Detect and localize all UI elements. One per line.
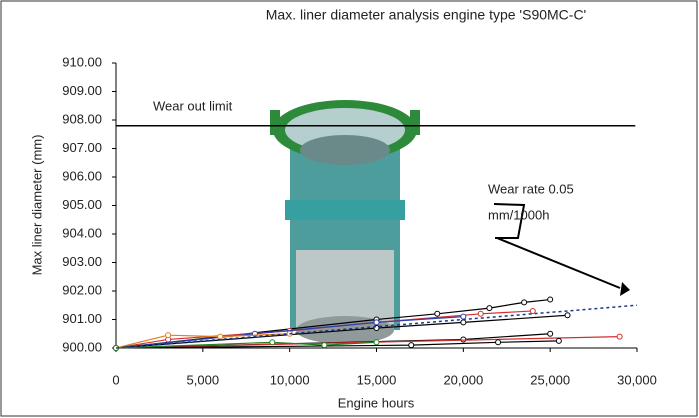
data-point bbox=[460, 313, 467, 320]
data-point bbox=[521, 299, 528, 306]
data-point bbox=[477, 310, 484, 317]
y-tick-label: 908.00 bbox=[62, 111, 102, 126]
data-point bbox=[217, 333, 224, 340]
y-tick-label: 905.00 bbox=[62, 197, 102, 212]
x-tick-label: 10,000 bbox=[270, 372, 310, 387]
wear-rate-label: mm/1000h bbox=[488, 207, 549, 222]
series-line bbox=[115, 316, 464, 349]
data-point bbox=[434, 310, 441, 317]
data-point bbox=[495, 339, 502, 346]
data-point bbox=[321, 342, 328, 349]
y-tick-label: 901.00 bbox=[62, 311, 102, 326]
x-tick-label: 0 bbox=[112, 372, 119, 387]
y-tick-label: 904.00 bbox=[62, 225, 102, 240]
data-point bbox=[547, 296, 554, 303]
wear-rate-label: Wear rate 0.05 bbox=[488, 181, 574, 196]
y-tick-label: 903.00 bbox=[62, 254, 102, 269]
x-tick-label: 25,000 bbox=[530, 372, 570, 387]
liner-illustration bbox=[270, 100, 420, 344]
y-tick-label: 907.00 bbox=[62, 140, 102, 155]
data-point bbox=[165, 332, 172, 339]
series-line bbox=[115, 298, 551, 349]
data-point bbox=[269, 339, 276, 346]
data-point bbox=[486, 305, 493, 312]
x-axis-title: Engine hours bbox=[338, 395, 415, 410]
data-point bbox=[373, 339, 380, 346]
data-point bbox=[616, 333, 623, 340]
data-point bbox=[564, 312, 571, 319]
data-point bbox=[373, 319, 380, 326]
series-line bbox=[115, 340, 559, 349]
x-tick-label: 15,000 bbox=[357, 372, 397, 387]
data-point bbox=[547, 330, 554, 337]
data-point bbox=[529, 307, 536, 314]
data-point bbox=[460, 336, 467, 343]
series-line bbox=[115, 333, 290, 349]
data-point bbox=[408, 342, 415, 349]
y-tick-label: 902.00 bbox=[62, 282, 102, 297]
x-tick-label: 5,000 bbox=[187, 372, 220, 387]
chart-title: Max. liner diameter analysis engine type… bbox=[266, 7, 586, 23]
data-point bbox=[555, 337, 562, 344]
y-tick-label: 906.00 bbox=[62, 168, 102, 183]
wear-out-limit-label: Wear out limit bbox=[153, 98, 233, 113]
series-line bbox=[115, 341, 377, 349]
x-tick-label: 20,000 bbox=[443, 372, 483, 387]
x-tick-label: 30,000 bbox=[617, 372, 657, 387]
y-tick-label: 909.00 bbox=[62, 83, 102, 98]
series-line bbox=[115, 314, 568, 349]
y-tick-label: 900.00 bbox=[62, 339, 102, 354]
data-point bbox=[460, 319, 467, 326]
arrow-head bbox=[620, 282, 630, 296]
y-axis-title: Max liner diameter (mm) bbox=[29, 135, 44, 276]
y-tick-label: 910.00 bbox=[62, 54, 102, 69]
annotation-arrow bbox=[493, 203, 621, 289]
